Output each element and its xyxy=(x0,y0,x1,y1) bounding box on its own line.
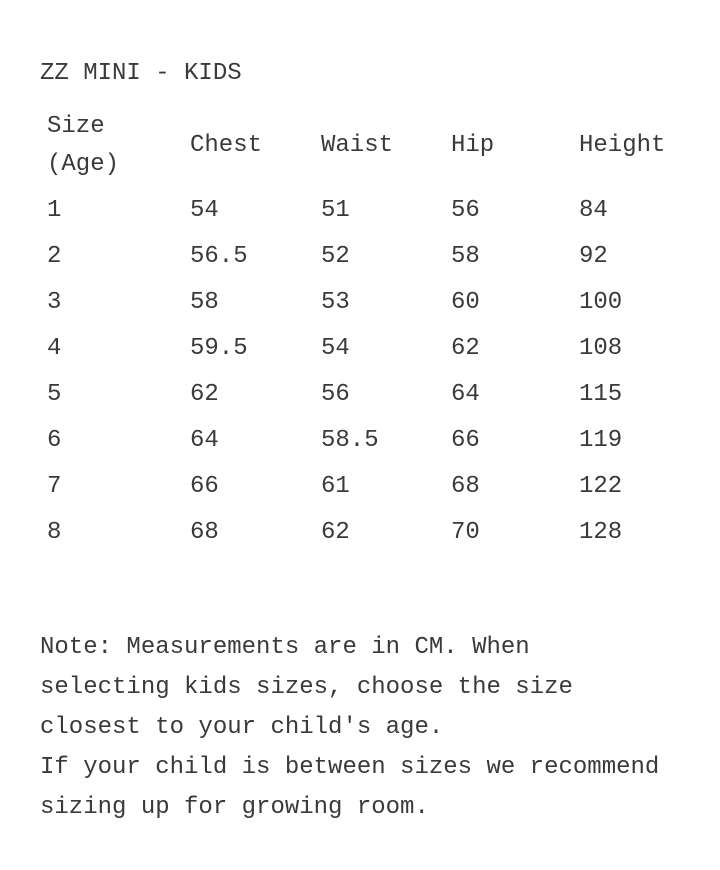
cell-size: 1 xyxy=(47,197,62,224)
cell-waist: 52 xyxy=(321,243,350,270)
cell-hip: 66 xyxy=(451,427,480,454)
cell-chest: 68 xyxy=(190,519,219,546)
cell-waist: 56 xyxy=(321,381,350,408)
cell-waist: 61 xyxy=(321,473,350,500)
note-line: closest to your child's age. xyxy=(40,714,444,741)
header-hip: Hip xyxy=(451,132,495,159)
cell-height: 115 xyxy=(579,381,623,408)
cell-hip: 58 xyxy=(451,243,480,270)
cell-size: 5 xyxy=(47,381,62,408)
cell-hip: 70 xyxy=(451,519,480,546)
cell-hip: 60 xyxy=(451,289,480,316)
cell-size: 8 xyxy=(47,519,62,546)
cell-chest: 64 xyxy=(190,427,219,454)
cell-hip: 68 xyxy=(451,473,480,500)
cell-size: 7 xyxy=(47,473,62,500)
header-chest: Chest xyxy=(190,132,263,159)
cell-hip: 56 xyxy=(451,197,480,224)
cell-waist: 62 xyxy=(321,519,350,546)
header-age: (Age) xyxy=(47,151,120,178)
cell-chest: 59.5 xyxy=(190,335,248,362)
cell-height: 92 xyxy=(579,243,608,270)
cell-height: 108 xyxy=(579,335,623,362)
note-line: Note: Measurements are in CM. When xyxy=(40,634,530,661)
header-height: Height xyxy=(579,132,666,159)
cell-hip: 64 xyxy=(451,381,480,408)
cell-waist: 54 xyxy=(321,335,350,362)
cell-waist: 51 xyxy=(321,197,350,224)
cell-chest: 66 xyxy=(190,473,219,500)
note-line: sizing up for growing room. xyxy=(40,794,429,821)
cell-height: 84 xyxy=(579,197,608,224)
cell-size: 6 xyxy=(47,427,62,454)
cell-waist: 53 xyxy=(321,289,350,316)
cell-chest: 58 xyxy=(190,289,219,316)
cell-size: 2 xyxy=(47,243,62,270)
header-size: Size xyxy=(47,113,105,140)
note-line: selecting kids sizes, choose the size xyxy=(40,674,573,701)
cell-height: 100 xyxy=(579,289,623,316)
cell-height: 122 xyxy=(579,473,623,500)
cell-chest: 56.5 xyxy=(190,243,248,270)
sizing-note: Note: Measurements are in CM. When selec… xyxy=(40,628,659,828)
cell-chest: 62 xyxy=(190,381,219,408)
header-waist: Waist xyxy=(321,132,394,159)
cell-height: 128 xyxy=(579,519,623,546)
cell-hip: 62 xyxy=(451,335,480,362)
size-chart-title: ZZ MINI - KIDS xyxy=(40,60,242,87)
note-line: If your child is between sizes we recomm… xyxy=(40,754,660,781)
cell-height: 119 xyxy=(579,427,623,454)
cell-waist: 58.5 xyxy=(321,427,379,454)
cell-size: 4 xyxy=(47,335,62,362)
cell-chest: 54 xyxy=(190,197,219,224)
cell-size: 3 xyxy=(47,289,62,316)
